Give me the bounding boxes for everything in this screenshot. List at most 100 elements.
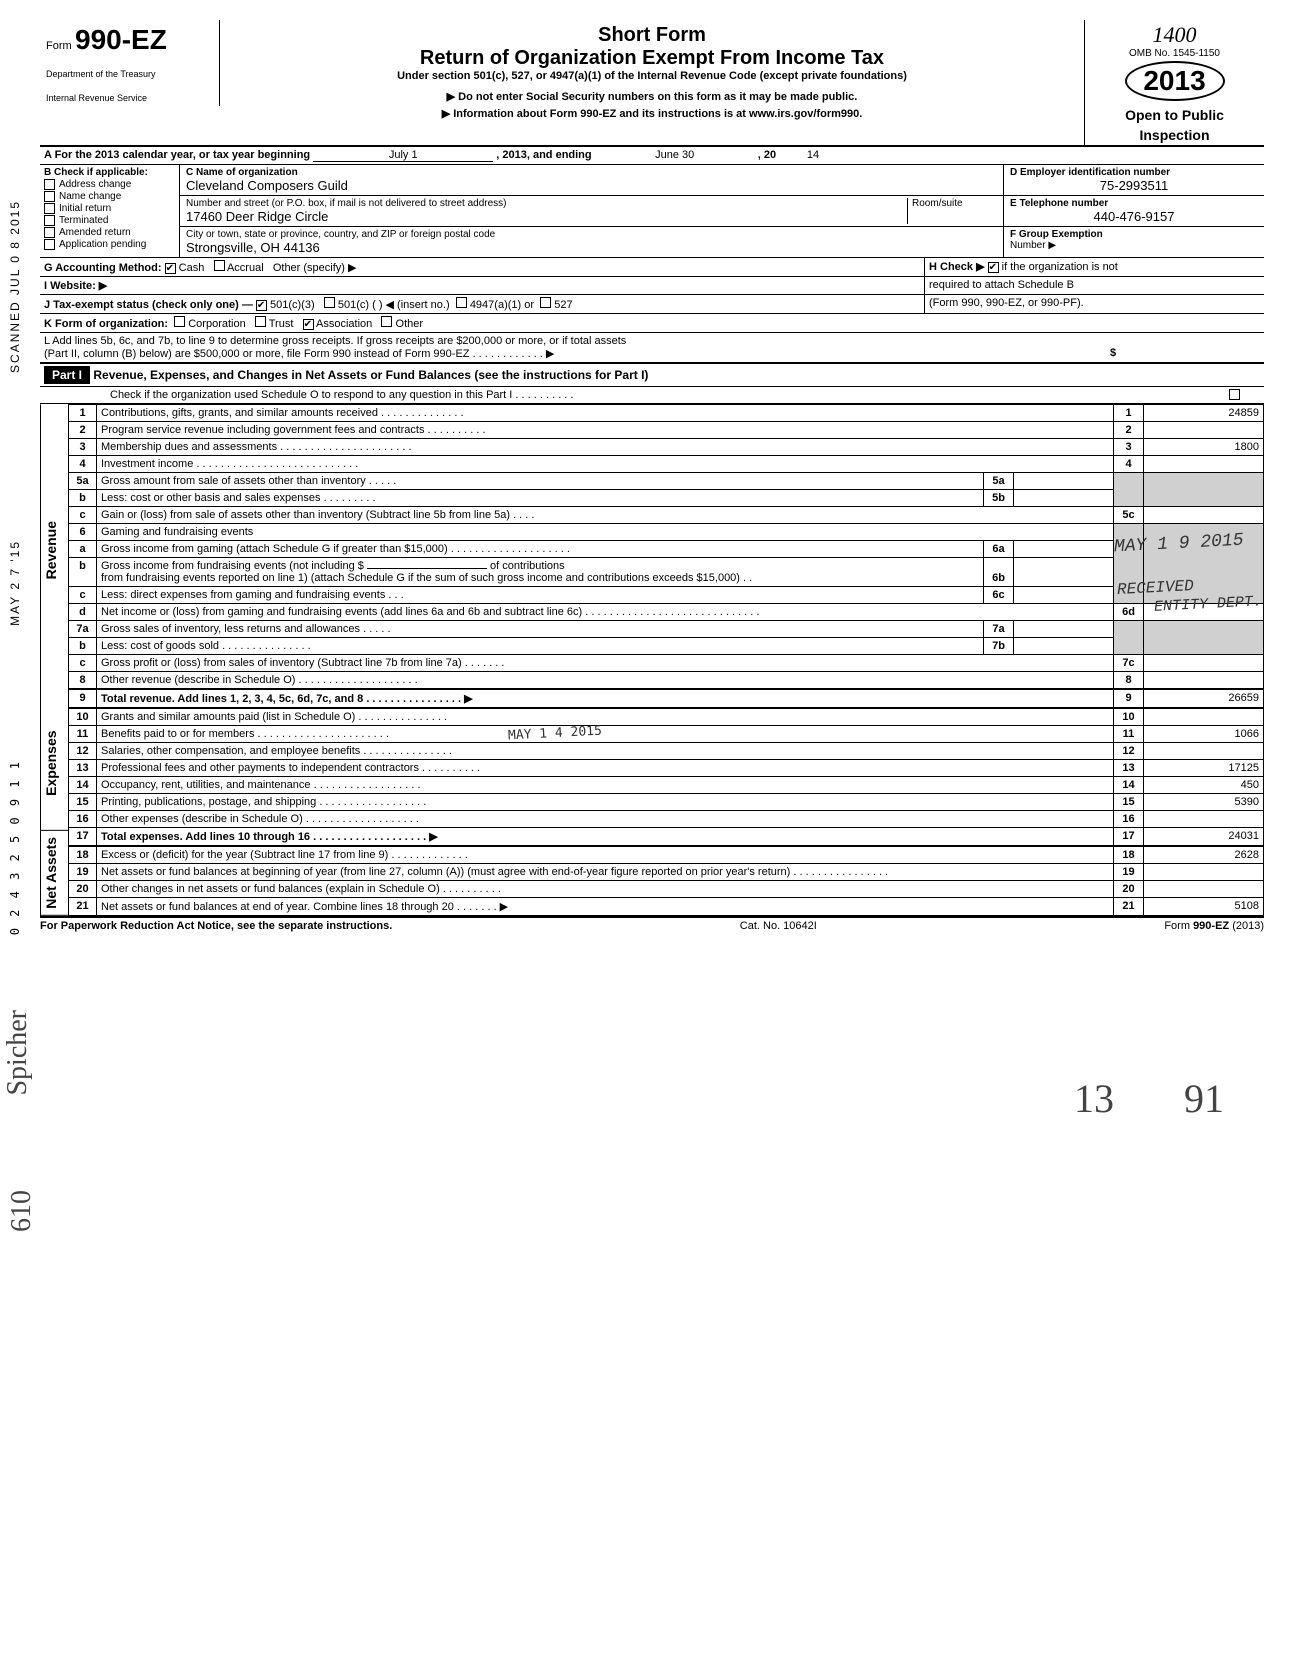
l3-d: Membership dues and assessments . . . . … [97, 439, 1114, 456]
c-addr-label: Number and street (or P.O. box, if mail … [186, 198, 907, 209]
l18-b: 18 [1114, 846, 1144, 864]
j-o4: 527 [554, 299, 572, 311]
l13-v: 17125 [1144, 760, 1264, 777]
chk-app-pending[interactable] [44, 239, 55, 250]
l19-n: 19 [69, 864, 97, 881]
l8-d: Other revenue (describe in Schedule O) .… [97, 672, 1114, 690]
chk-accrual[interactable] [214, 260, 225, 271]
l10-n: 10 [69, 708, 97, 726]
chk-other-org[interactable] [381, 316, 392, 327]
chk-4947[interactable] [456, 297, 467, 308]
row-a-yr-label: , 20 [758, 149, 776, 161]
l14-b: 14 [1114, 777, 1144, 794]
chk-amended[interactable] [44, 227, 55, 238]
l9-d: Total revenue. Add lines 1, 2, 3, 4, 5c,… [97, 689, 1114, 708]
chk-trust[interactable] [255, 316, 266, 327]
h-label: H Check ▶ [929, 261, 985, 273]
l6d-d: Net income or (loss) from gaming and fun… [97, 604, 1114, 621]
l6c-n: c [69, 587, 97, 604]
line-18: 18 Excess or (deficit) for the year (Sub… [69, 846, 1264, 864]
l16-v [1144, 811, 1264, 828]
line-16: 16 Other expenses (describe in Schedule … [69, 811, 1264, 828]
omb-number: OMB No. 1545-1150 [1089, 48, 1260, 59]
j-o3: 4947(a)(1) or [470, 299, 534, 311]
l8-v [1144, 672, 1264, 690]
f-grp-label: F Group Exemption [1010, 229, 1258, 240]
form-number: 990-EZ [75, 24, 167, 55]
l-text1: L Add lines 5b, 6c, and 7b, to line 9 to… [44, 335, 1260, 347]
signature-bottom-1: 13 [1074, 1075, 1114, 1122]
open-public-1: Open to Public [1089, 107, 1260, 123]
chk-schedule-o[interactable] [1229, 389, 1240, 400]
line-13: 13 Professional fees and other payments … [69, 760, 1264, 777]
l7a-ib: 7a [984, 621, 1014, 638]
org-info-grid: B Check if applicable: Address change Na… [40, 165, 1264, 258]
line-6b: b Gross income from fundraising events (… [69, 558, 1264, 587]
i-label: I Website: ▶ [44, 280, 107, 292]
l7c-v [1144, 655, 1264, 672]
l5a-d: Gross amount from sale of assets other t… [97, 473, 984, 490]
chk-501c[interactable] [324, 297, 335, 308]
dept-irs: Internal Revenue Service [46, 94, 213, 104]
row-a-label: A For the 2013 calendar year, or tax yea… [44, 149, 310, 161]
l6d-n: d [69, 604, 97, 621]
chk-initial-return[interactable] [44, 203, 55, 214]
signature-bottom-2: 91 [1184, 1075, 1224, 1122]
chk-terminated[interactable] [44, 215, 55, 226]
l6a-n: a [69, 541, 97, 558]
k-o4: Other [396, 318, 424, 330]
k-label: K Form of organization: [44, 318, 168, 330]
line-5b: b Less: cost or other basis and sales ex… [69, 490, 1264, 507]
l-amt: $ [1110, 347, 1260, 360]
l15-v: 5390 [1144, 794, 1264, 811]
l6b-ib: 6b [984, 558, 1014, 587]
chk-address-change[interactable] [44, 179, 55, 190]
l7a-d: Gross sales of inventory, less returns a… [97, 621, 984, 638]
l5c-v [1144, 507, 1264, 524]
tax-year-end: June 30 [595, 149, 755, 161]
l5b-iv [1014, 490, 1114, 507]
line-2: 2 Program service revenue including gove… [69, 422, 1264, 439]
chk-corp[interactable] [174, 316, 185, 327]
l14-n: 14 [69, 777, 97, 794]
org-address: 17460 Deer Ridge Circle [186, 209, 907, 224]
l13-b: 13 [1114, 760, 1144, 777]
g-other: Other (specify) ▶ [273, 262, 357, 274]
l12-n: 12 [69, 743, 97, 760]
line-1: 1 Contributions, gifts, grants, and simi… [69, 405, 1264, 422]
l20-b: 20 [1114, 881, 1144, 898]
chk-name-change[interactable] [44, 191, 55, 202]
l-text2: (Part II, column (B) below) are $500,000… [44, 347, 1110, 360]
chk-527[interactable] [540, 297, 551, 308]
l2-n: 2 [69, 422, 97, 439]
b-item-2: Initial return [59, 203, 111, 214]
j-o1: 501(c)(3) [270, 299, 315, 311]
l6b-iv [1014, 558, 1114, 587]
l17-b: 17 [1114, 828, 1144, 847]
h-text2: required to attach Schedule B [924, 277, 1264, 294]
l14-d: Occupancy, rent, utilities, and maintena… [97, 777, 1114, 794]
ein-value: 75-2993511 [1010, 178, 1258, 193]
l2-d: Program service revenue including govern… [97, 422, 1114, 439]
tax-year-badge: 2013 [1125, 61, 1225, 101]
b-item-4: Amended return [59, 227, 131, 238]
c-name-label: C Name of organization [186, 167, 997, 178]
line-20: 20 Other changes in net assets or fund b… [69, 881, 1264, 898]
l21-n: 21 [69, 898, 97, 916]
col-d-right: D Employer identification number 75-2993… [1004, 165, 1264, 257]
form-title: Return of Organization Exempt From Incom… [228, 47, 1076, 70]
h-text3: (Form 990, 990-EZ, or 990-PF). [924, 295, 1264, 313]
l17-n: 17 [69, 828, 97, 847]
chk-h[interactable] [988, 262, 999, 273]
l11-b: 11 [1114, 726, 1144, 743]
line-12: 12 Salaries, other compensation, and emp… [69, 743, 1264, 760]
chk-cash[interactable] [165, 263, 176, 274]
form-id-box: Form 990-EZ Department of the Treasury I… [40, 20, 220, 106]
chk-501c3[interactable] [256, 300, 267, 311]
l7c-d: Gross profit or (loss) from sales of inv… [97, 655, 1114, 672]
l1-d: Contributions, gifts, grants, and simila… [97, 405, 1114, 422]
chk-assoc[interactable] [303, 319, 314, 330]
col-c-org: C Name of organization Cleveland Compose… [180, 165, 1004, 257]
l5c-n: c [69, 507, 97, 524]
l5b-d: Less: cost or other basis and sales expe… [97, 490, 984, 507]
